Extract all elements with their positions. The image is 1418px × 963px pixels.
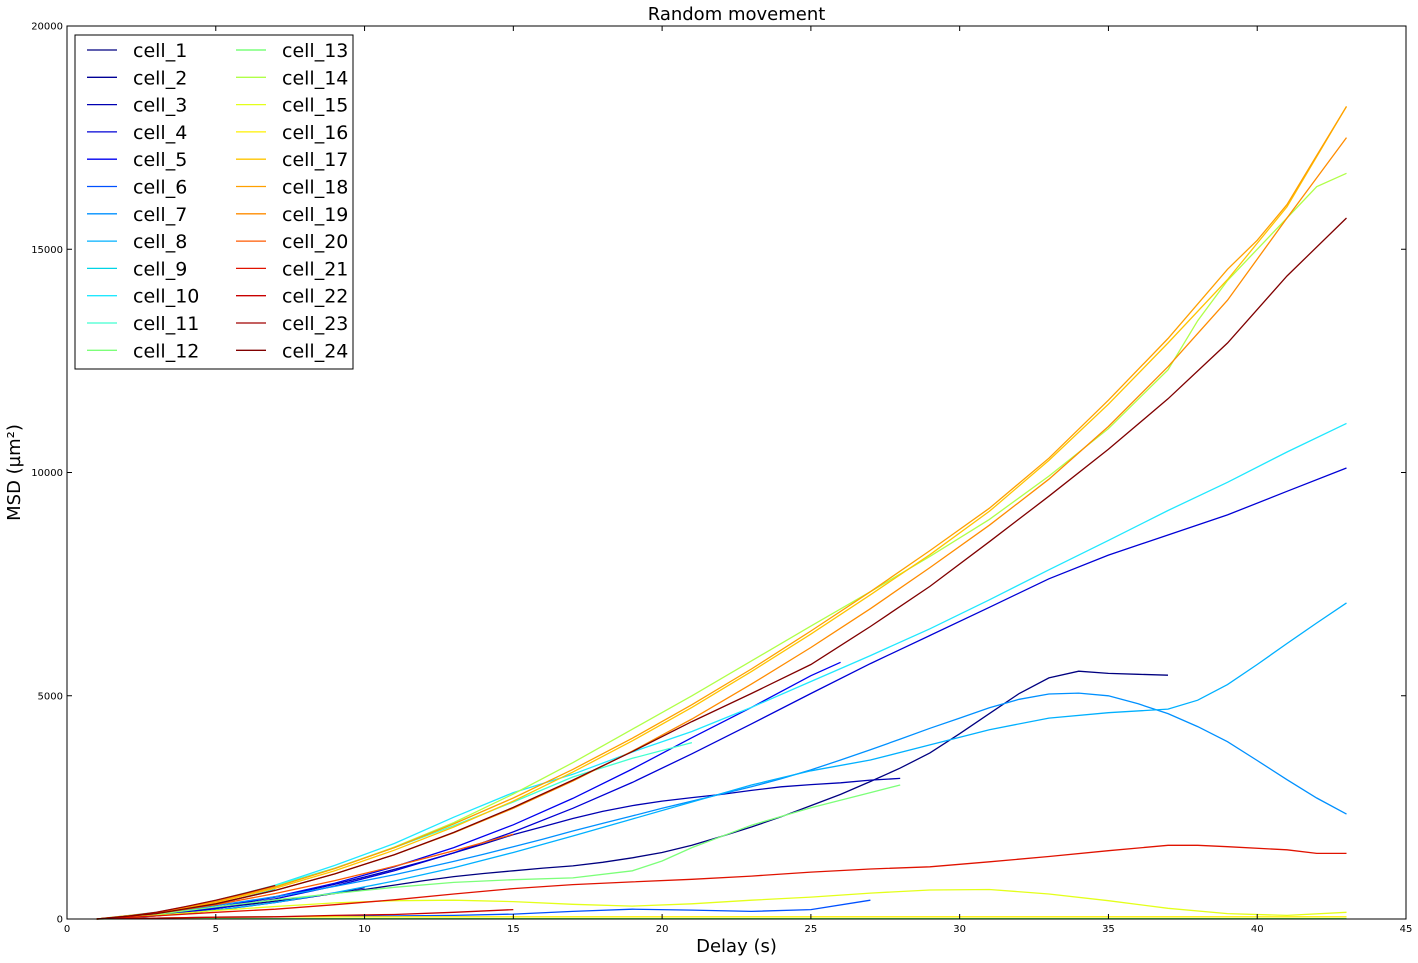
- legend-box: [74, 34, 354, 370]
- legend-label: cell_17: [282, 149, 348, 171]
- y-tick-label: 15000: [31, 245, 63, 256]
- y-tick-label: 0: [57, 915, 63, 926]
- x-tick-label: 45: [1400, 924, 1413, 935]
- legend-item-cell_24: cell_24: [236, 340, 348, 362]
- legend-label: cell_5: [133, 149, 187, 171]
- legend-item-cell_23: cell_23: [236, 313, 348, 335]
- legend-label: cell_6: [133, 177, 187, 199]
- series-line-cell_22: [96, 908, 514, 920]
- x-tick-label: 40: [1251, 924, 1264, 935]
- series-line-cell_11: [96, 741, 693, 920]
- legend-item-cell_6: cell_6: [87, 177, 187, 199]
- legend-item-cell_7: cell_7: [87, 204, 187, 226]
- y-tick-label: 20000: [31, 22, 63, 33]
- series-line-cell_15: [96, 888, 1347, 920]
- series-line-cell_10: [96, 422, 1347, 920]
- legend-label: cell_9: [133, 258, 187, 280]
- legend-label: cell_19: [282, 204, 348, 226]
- y-axis-label: MSD (µm²): [4, 424, 25, 521]
- x-tick-label: 35: [1102, 924, 1115, 935]
- legend-item-cell_13: cell_13: [236, 40, 348, 62]
- legend-item-cell_18: cell_18: [236, 177, 348, 199]
- legend-label: cell_3: [133, 95, 187, 117]
- legend-label: cell_1: [133, 40, 187, 62]
- legend-item-cell_8: cell_8: [87, 231, 187, 253]
- legend-label: cell_21: [282, 258, 348, 280]
- legend-item-cell_4: cell_4: [87, 122, 187, 144]
- series-line-cell_16: [96, 916, 1347, 920]
- legend-label: cell_15: [282, 95, 348, 117]
- legend-label: cell_18: [282, 177, 348, 199]
- legend-item-cell_3: cell_3: [87, 95, 187, 117]
- legend-item-cell_20: cell_20: [236, 231, 348, 253]
- legend-item-cell_22: cell_22: [236, 286, 348, 308]
- legend-item-cell_5: cell_5: [87, 149, 187, 171]
- legend-item-cell_2: cell_2: [87, 67, 187, 89]
- legend-item-cell_16: cell_16: [236, 122, 348, 144]
- series-line-cell_12: [96, 784, 901, 920]
- x-tick-label: 15: [507, 924, 520, 935]
- legend-label: cell_12: [133, 340, 199, 362]
- legend-label: cell_20: [282, 231, 348, 253]
- x-tick-label: 0: [64, 924, 70, 935]
- legend-item-cell_1: cell_1: [87, 40, 187, 62]
- legend-item-cell_11: cell_11: [87, 313, 199, 335]
- legend-item-cell_12: cell_12: [87, 340, 199, 362]
- x-tick-label: 10: [358, 924, 371, 935]
- legend-label: cell_13: [282, 40, 348, 62]
- legend-label: cell_24: [282, 340, 348, 362]
- series-line-cell_4: [96, 467, 1347, 920]
- legend-label: cell_14: [282, 67, 348, 89]
- series-line-cell_18: [96, 106, 1348, 920]
- x-tick-label: 5: [213, 924, 219, 935]
- legend-label: cell_11: [133, 313, 199, 335]
- series-line-cell_8: [96, 602, 1347, 920]
- legend-item-cell_15: cell_15: [236, 95, 348, 117]
- legend-label: cell_23: [282, 313, 348, 335]
- x-tick-label: 20: [656, 924, 669, 935]
- legend-label: cell_7: [133, 204, 187, 226]
- legend: cell_1cell_2cell_3cell_4cell_5cell_6cell…: [74, 34, 354, 370]
- chart-title: Random movement: [648, 4, 826, 25]
- y-axis: 0 5000 10000 15000 20000: [31, 22, 1406, 926]
- legend-label: cell_2: [133, 67, 187, 89]
- legend-item-cell_9: cell_9: [87, 258, 187, 280]
- series-line-cell_17: [96, 106, 1348, 920]
- legend-item-cell_21: cell_21: [236, 258, 348, 280]
- series-line-cell_21: [96, 844, 1347, 920]
- y-tick-label: 5000: [38, 691, 63, 702]
- x-tick-label: 25: [805, 924, 818, 935]
- legend-item-cell_10: cell_10: [87, 286, 199, 308]
- series-line-cell_5: [96, 661, 841, 920]
- series-line-cell_24: [96, 217, 1347, 920]
- series-line-cell_1: [96, 670, 1169, 920]
- legend-label: cell_4: [133, 122, 187, 144]
- x-tick-label: 30: [953, 924, 966, 935]
- legend-label: cell_22: [282, 286, 348, 308]
- legend-label: cell_16: [282, 122, 348, 144]
- x-axis: 0 5 10 15 20 25 30 35 40 45: [64, 26, 1413, 935]
- legend-item-cell_19: cell_19: [236, 204, 348, 226]
- x-axis-label: Delay (s): [696, 936, 777, 957]
- legend-item-cell_17: cell_17: [236, 149, 348, 171]
- legend-item-cell_14: cell_14: [236, 67, 348, 89]
- y-tick-label: 10000: [31, 468, 63, 479]
- series-line-cell_3: [96, 777, 901, 920]
- legend-label: cell_8: [133, 231, 187, 253]
- legend-label: cell_10: [133, 286, 199, 308]
